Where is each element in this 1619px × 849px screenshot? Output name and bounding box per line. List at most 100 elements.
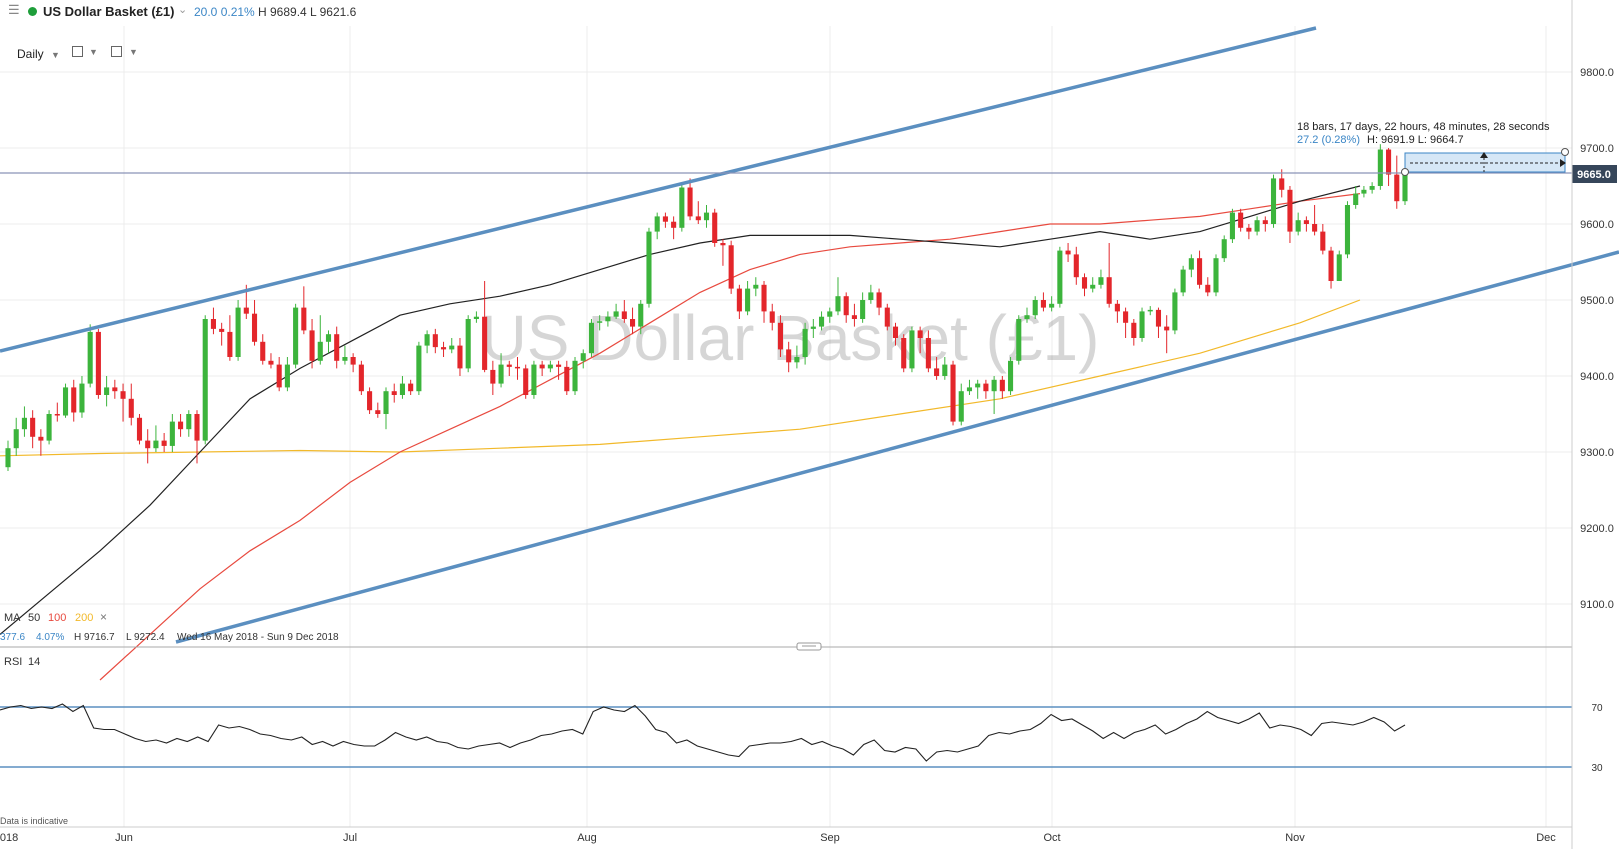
- ma-close-icon[interactable]: ×: [100, 610, 107, 624]
- candle-body: [1164, 326, 1170, 331]
- candle-body: [194, 414, 200, 441]
- trend-channel[interactable]: [0, 26, 1619, 644]
- candle-body: [104, 387, 110, 395]
- hamburger-menu-icon[interactable]: ☰: [8, 2, 20, 17]
- x-tick-label: Jul: [343, 832, 357, 844]
- instrument-title[interactable]: US Dollar Basket (£1): [43, 4, 175, 19]
- chevron-down-icon[interactable]: ⌄: [178, 4, 188, 16]
- candle-body: [301, 307, 307, 331]
- grid-lines: [0, 26, 1572, 827]
- candle-body: [712, 212, 718, 243]
- candle-body: [1172, 292, 1178, 331]
- candle-body: [818, 316, 825, 327]
- candle-body: [1057, 250, 1063, 304]
- candle-body: [1344, 205, 1351, 255]
- measure-tool[interactable]: 18 bars, 17 days, 22 hours, 48 minutes, …: [1297, 121, 1569, 176]
- x-tick-label: Oct: [1043, 832, 1060, 844]
- candle-body: [901, 338, 907, 369]
- candle-body: [112, 387, 118, 392]
- candle-body: [638, 303, 644, 327]
- chart-type-icon[interactable]: [72, 46, 83, 57]
- candle-body: [1090, 284, 1096, 289]
- x-tick-label: Sep: [820, 832, 840, 844]
- current-price-label: 9665.0: [1577, 169, 1611, 181]
- y-tick-label: 9100.0: [1580, 599, 1614, 611]
- candle-body: [1049, 303, 1055, 308]
- x-tick-label: Aug: [577, 832, 597, 844]
- ma50-line: [0, 185, 1361, 635]
- candle-body: [506, 364, 512, 367]
- candle-body: [449, 345, 455, 350]
- candle-body: [1238, 212, 1244, 228]
- candle-body: [991, 379, 997, 392]
- candle-body: [1328, 250, 1334, 281]
- ma-label: MA: [4, 612, 21, 624]
- candle-body: [1073, 254, 1079, 278]
- candle-body: [251, 313, 258, 342]
- candle-body: [293, 307, 299, 365]
- candle-body: [473, 316, 479, 319]
- candle-body: [1386, 149, 1392, 175]
- candle-body: [720, 243, 726, 246]
- measure-handle[interactable]: [1401, 168, 1409, 176]
- candle-body: [917, 330, 923, 338]
- chevron-down-icon: ▼: [51, 50, 60, 60]
- candle-body: [1155, 309, 1162, 327]
- chevron-down-icon[interactable]: ▼: [129, 47, 138, 57]
- candle-body: [268, 360, 274, 365]
- candle-body: [1246, 227, 1252, 232]
- y-tick-label: 9700.0: [1580, 143, 1614, 155]
- channel-lower-line[interactable]: [175, 250, 1619, 644]
- candle-body: [523, 368, 529, 395]
- candle-body: [1106, 277, 1112, 304]
- ma100-line: [99, 193, 1361, 681]
- candle-body: [440, 347, 447, 350]
- candle-body: [950, 364, 956, 422]
- candle-body: [342, 357, 348, 361]
- market-open-indicator: [28, 7, 37, 16]
- candle-body: [629, 319, 636, 327]
- y-tick-label: 9600.0: [1580, 219, 1614, 231]
- candle-body: [654, 216, 660, 232]
- candle-body: [408, 383, 414, 392]
- x-axis: 2018 Jun Jul Aug Sep Oct Nov Dec: [0, 832, 1556, 844]
- candle-body: [983, 383, 989, 392]
- candle-body: [1394, 174, 1400, 202]
- candle-body: [120, 391, 126, 399]
- indicators-icon[interactable]: [111, 46, 122, 57]
- ma-legend[interactable]: MA 50 100 200 ×: [4, 610, 107, 624]
- candle-body: [169, 421, 175, 446]
- candle-body: [646, 231, 652, 304]
- y-tick-label: 9800.0: [1580, 67, 1614, 79]
- candle-body: [1040, 300, 1046, 308]
- range-change: 377.6: [0, 632, 25, 643]
- candle-body: [153, 440, 159, 449]
- candle-body: [1221, 239, 1227, 259]
- arrow-head: [1480, 152, 1488, 158]
- candle-body: [597, 321, 603, 323]
- candle-body: [1188, 258, 1194, 270]
- candle-body: [851, 315, 857, 319]
- range-low: L 9272.4: [126, 632, 165, 643]
- candle-body: [21, 417, 27, 430]
- candle-body: [1114, 303, 1120, 312]
- candle-body: [547, 364, 553, 369]
- candle-body: [358, 364, 364, 392]
- candle-body: [1377, 149, 1383, 186]
- candle-body: [87, 331, 93, 384]
- instrument-header: ☰ US Dollar Basket (£1) ⌄ 20.0 0.21% H 9…: [0, 0, 1619, 24]
- rsi-path: [0, 703, 1406, 762]
- candle-body: [827, 311, 833, 317]
- candle-body: [1180, 269, 1186, 293]
- range-high: H 9716.7: [74, 632, 115, 643]
- chevron-down-icon[interactable]: ▼: [89, 47, 98, 57]
- candle-body: [1065, 250, 1071, 255]
- measure-handle[interactable]: [1561, 148, 1569, 156]
- interval-dropdown[interactable]: Daily ▼: [17, 47, 60, 61]
- channel-upper-line[interactable]: [0, 26, 1317, 353]
- candle-body: [1197, 258, 1203, 285]
- candle-body: [1295, 220, 1301, 232]
- candle-body: [761, 284, 767, 312]
- candle-body: [1262, 220, 1268, 224]
